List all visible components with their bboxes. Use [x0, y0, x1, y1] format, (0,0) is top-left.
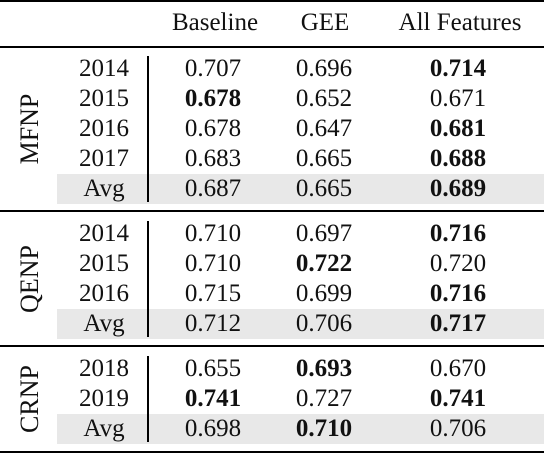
value-cell: 0.716	[429, 280, 487, 307]
value-cell: 0.712	[184, 310, 242, 337]
group-vertical-rule	[147, 56, 149, 202]
year-cell: 2015	[79, 85, 129, 112]
value-cell: 0.717	[429, 310, 487, 337]
value-cell: 0.707	[184, 55, 242, 82]
group-rule	[0, 345, 544, 347]
group-rule	[0, 210, 544, 212]
year-cell: Avg	[83, 175, 125, 202]
value-cell: 0.693	[295, 355, 353, 382]
year-cell: 2019	[79, 385, 129, 412]
value-cell: 0.727	[295, 385, 353, 412]
value-cell: 0.647	[295, 115, 353, 142]
value-cell: 0.741	[184, 385, 242, 412]
value-cell: 0.706	[429, 415, 487, 442]
value-cell: 0.678	[184, 85, 242, 112]
value-cell: 0.678	[184, 115, 242, 142]
bottom-rule	[0, 451, 544, 453]
avg-row-shade	[57, 414, 544, 444]
value-cell: 0.687	[184, 175, 242, 202]
year-cell: Avg	[83, 415, 125, 442]
value-cell: 0.652	[295, 85, 353, 112]
value-cell: 0.699	[295, 280, 353, 307]
header-all-features: All Features	[398, 9, 522, 36]
year-cell: 2017	[79, 145, 129, 172]
year-cell: 2014	[79, 220, 129, 247]
year-cell: 2018	[79, 355, 129, 382]
year-cell: Avg	[83, 310, 125, 337]
group-vertical-rule	[147, 221, 149, 337]
value-cell: 0.710	[295, 415, 353, 442]
value-cell: 0.688	[429, 145, 487, 172]
header-rule	[0, 46, 544, 48]
year-cell: 2015	[79, 250, 129, 277]
year-cell: 2016	[79, 115, 129, 142]
value-cell: 0.655	[184, 355, 242, 382]
value-cell: 0.698	[184, 415, 242, 442]
value-cell: 0.683	[184, 145, 242, 172]
value-cell: 0.715	[184, 280, 242, 307]
value-cell: 0.706	[295, 310, 353, 337]
avg-row-shade	[57, 174, 544, 204]
value-cell: 0.665	[295, 175, 353, 202]
value-cell: 0.714	[429, 55, 487, 82]
value-cell: 0.671	[429, 85, 487, 112]
value-cell: 0.710	[184, 220, 242, 247]
group-vertical-rule	[147, 356, 149, 442]
year-cell: 2014	[79, 55, 129, 82]
value-cell: 0.722	[295, 250, 353, 277]
group-label-mfnp: MFNP	[15, 93, 44, 165]
value-cell: 0.716	[429, 220, 487, 247]
value-cell: 0.696	[295, 55, 353, 82]
top-rule	[0, 0, 544, 2]
group-label-qenp: QENP	[15, 245, 44, 313]
value-cell: 0.665	[295, 145, 353, 172]
value-cell: 0.720	[429, 250, 487, 277]
value-cell: 0.689	[429, 175, 487, 202]
header-gee: GEE	[300, 9, 350, 36]
value-cell: 0.710	[184, 250, 242, 277]
group-label-crnp: CRNP	[15, 365, 44, 433]
value-cell: 0.681	[429, 115, 487, 142]
value-cell: 0.741	[429, 385, 487, 412]
value-cell: 0.670	[429, 355, 487, 382]
avg-row-shade	[57, 309, 544, 339]
header-baseline: Baseline	[171, 9, 259, 36]
year-cell: 2016	[79, 280, 129, 307]
value-cell: 0.697	[295, 220, 353, 247]
